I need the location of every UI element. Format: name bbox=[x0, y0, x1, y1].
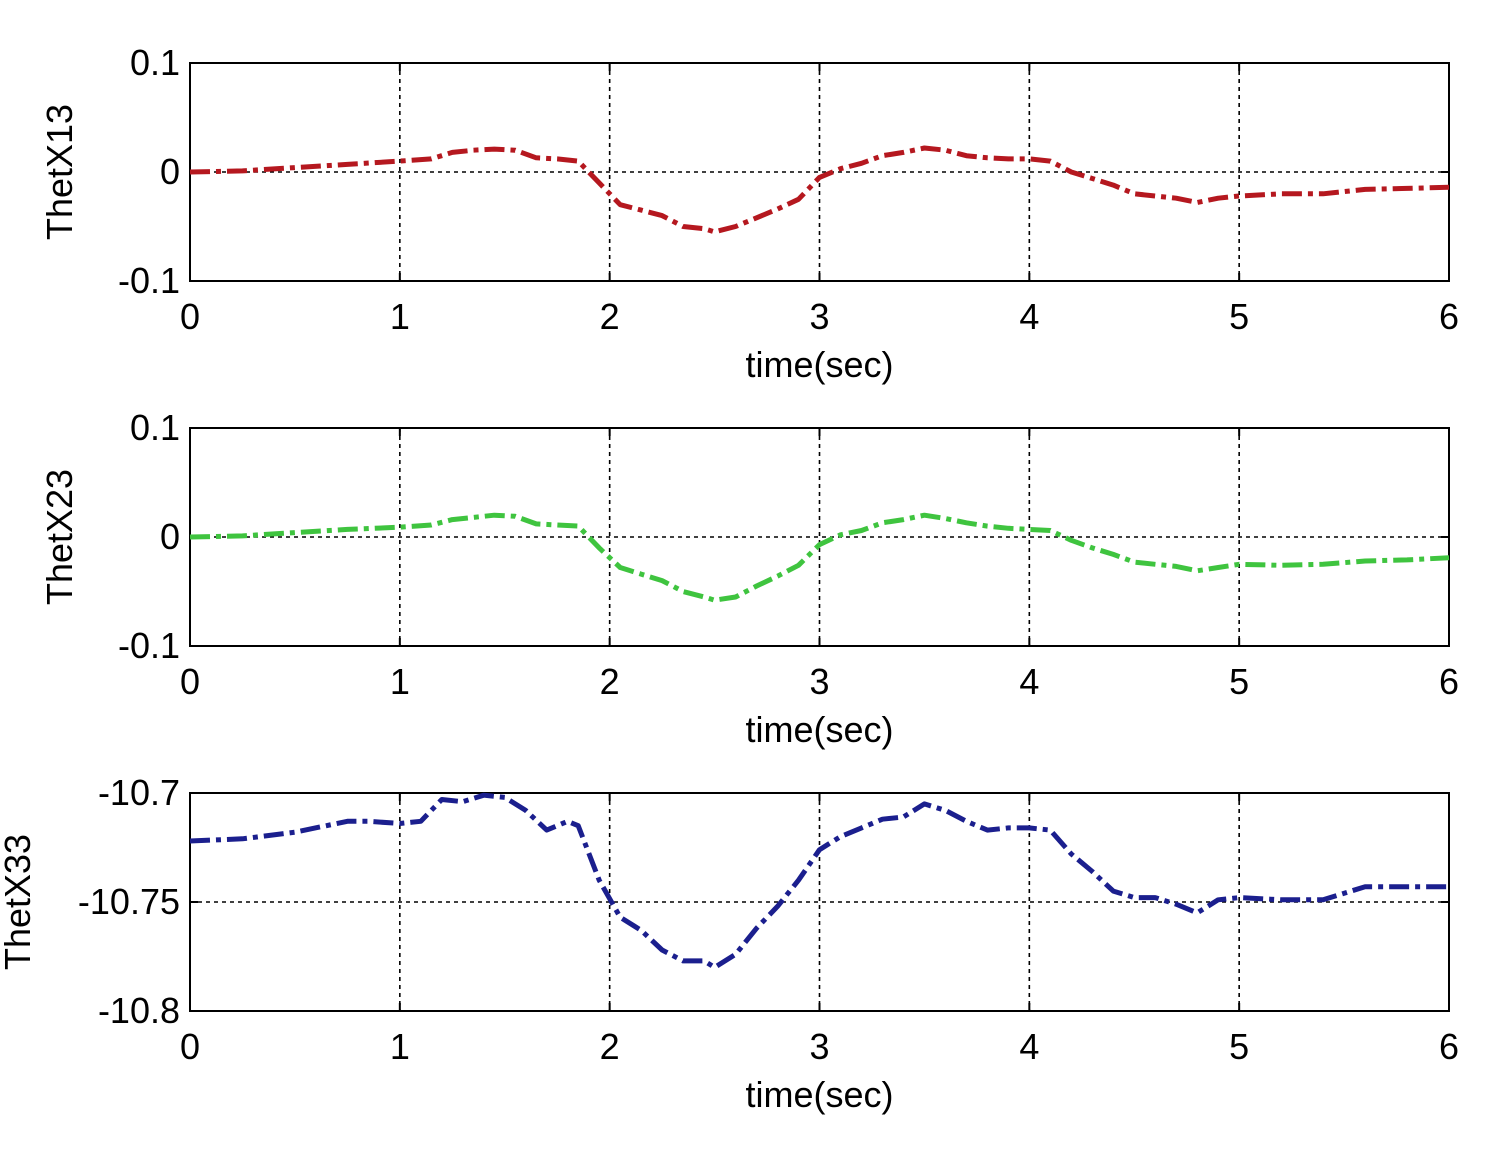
y-tick-label: -0.1 bbox=[118, 625, 180, 666]
x-tick-label: 2 bbox=[600, 1026, 620, 1067]
x-tick-label: 4 bbox=[1019, 661, 1039, 702]
y-tick-label: -0.1 bbox=[118, 260, 180, 301]
x-tick-label: 5 bbox=[1229, 661, 1249, 702]
subplot-thetx33: 0 1 2 3 4 5 6 -10.8 -10.75 -10.7 time(sec) ThetX33 bbox=[0, 772, 1459, 1115]
x-tick-label: 1 bbox=[390, 296, 410, 337]
y-tick-label: 0.1 bbox=[130, 407, 180, 448]
y-axis-label: ThetX23 bbox=[39, 469, 80, 605]
y-axis-label: ThetX13 bbox=[39, 104, 80, 240]
x-tick-label: 0 bbox=[180, 661, 200, 702]
series-line-thetx23 bbox=[189, 512, 1450, 603]
y-axis-label: ThetX33 bbox=[0, 834, 38, 970]
x-tick-label: 4 bbox=[1019, 1026, 1039, 1067]
x-tick-label: 6 bbox=[1439, 661, 1459, 702]
y-tick-label: 0 bbox=[160, 516, 180, 557]
x-tick-label: 4 bbox=[1019, 296, 1039, 337]
x-tick-label: 3 bbox=[809, 296, 829, 337]
x-tick-label: 1 bbox=[390, 1026, 410, 1067]
x-tick-label: 3 bbox=[809, 1026, 829, 1067]
x-tick-label: 6 bbox=[1439, 296, 1459, 337]
x-tick-label: 6 bbox=[1439, 1026, 1459, 1067]
x-tick-label: 5 bbox=[1229, 1026, 1249, 1067]
y-tick-label: -10.75 bbox=[78, 881, 180, 922]
x-tick-label: 0 bbox=[180, 1026, 200, 1067]
x-tick-label: 5 bbox=[1229, 296, 1249, 337]
x-axis-label: time(sec) bbox=[745, 344, 893, 385]
x-tick-label: 1 bbox=[390, 661, 410, 702]
y-tick-label: 0.1 bbox=[130, 42, 180, 83]
series-line-thetx33 bbox=[189, 792, 1449, 970]
y-tick-label: 0 bbox=[160, 151, 180, 192]
x-axis-label: time(sec) bbox=[745, 709, 893, 750]
x-tick-label: 0 bbox=[180, 296, 200, 337]
x-tick-label: 2 bbox=[600, 296, 620, 337]
x-tick-label: 3 bbox=[809, 661, 829, 702]
y-tick-label: -10.7 bbox=[98, 772, 180, 813]
x-tick-label: 2 bbox=[600, 661, 620, 702]
x-axis-label: time(sec) bbox=[745, 1074, 893, 1115]
y-tick-label: -10.8 bbox=[98, 990, 180, 1031]
series-line-thetx13 bbox=[189, 145, 1450, 235]
